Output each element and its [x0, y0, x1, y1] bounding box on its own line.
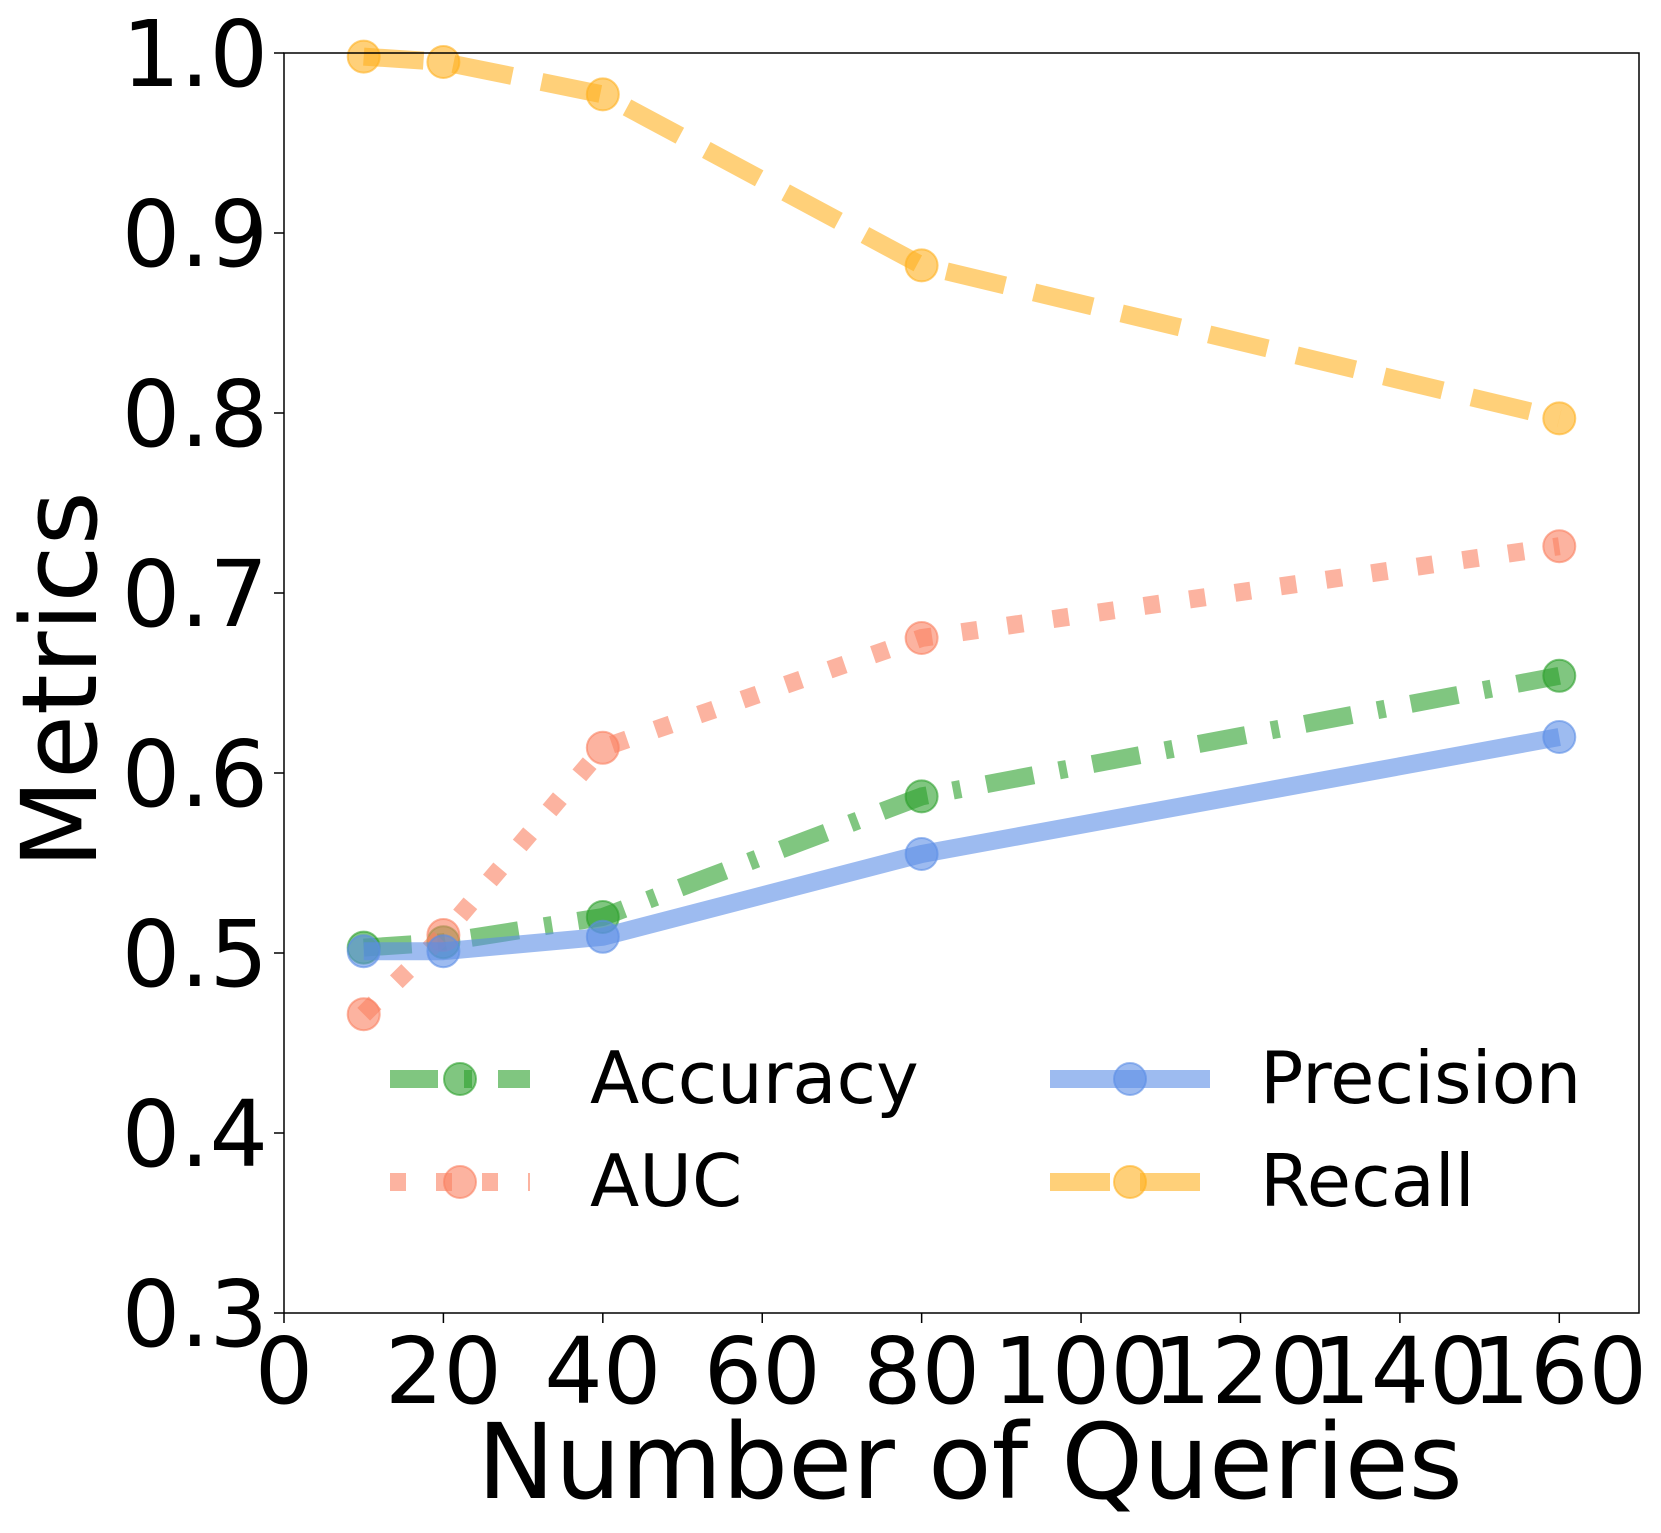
legend-label-auc: AUC: [590, 1139, 742, 1223]
data-point-recall: [904, 248, 939, 283]
x-axis-title: Number of Queries: [477, 1401, 1463, 1523]
plot-background: [284, 53, 1639, 1313]
data-point-auc: [346, 997, 381, 1032]
y-tick-label: 0.9: [122, 181, 268, 288]
legend-entry-recall: Recall: [1050, 1139, 1475, 1223]
legend-marker-accuracy: [443, 1062, 477, 1096]
data-point-recall: [346, 39, 381, 74]
data-point-precision: [426, 934, 461, 969]
data-point-precision: [904, 837, 939, 871]
x-tick-label: 80: [863, 1318, 980, 1425]
data-point-precision: [346, 934, 381, 969]
x-tick-label: 40: [544, 1318, 661, 1425]
y-axis-title: Metrics: [0, 491, 121, 869]
y-tick-label: 0.7: [122, 541, 268, 648]
y-tick-label: 0.5: [122, 901, 268, 1008]
legend-marker-recall: [1113, 1165, 1147, 1199]
legend-entry-auc: AUC: [390, 1139, 742, 1223]
y-tick-label: 0.4: [122, 1081, 268, 1188]
axes-frame: [283, 52, 1640, 1314]
legend-marker-precision: [1113, 1062, 1147, 1096]
x-tick-label: 120: [1153, 1318, 1329, 1425]
x-tick-label: 140: [1312, 1318, 1488, 1425]
data-point-accuracy: [1542, 658, 1577, 693]
data-point-precision: [1542, 720, 1577, 754]
data-point-auc: [1542, 529, 1577, 564]
y-tick-label: 0.8: [122, 361, 268, 468]
y-tick-label: 1.0: [122, 1, 268, 108]
data-point-accuracy: [904, 779, 939, 814]
data-point-recall: [585, 77, 620, 112]
data-point-recall: [1542, 401, 1577, 436]
series-precision: [346, 720, 1577, 969]
legend-label-accuracy: Accuracy: [590, 1036, 919, 1120]
x-tick-label: 60: [704, 1318, 821, 1425]
x-tick-label: 0: [255, 1318, 314, 1425]
y-tick-label: 0.3: [122, 1261, 268, 1368]
legend-entry-accuracy: Accuracy: [390, 1036, 919, 1120]
data-point-precision: [585, 919, 620, 954]
y-tick-label: 0.6: [122, 721, 268, 828]
x-tick-label: 20: [385, 1318, 502, 1425]
series-layer: [346, 39, 1577, 1032]
plot-area: [284, 53, 1639, 1313]
x-tick-label: 100: [993, 1318, 1169, 1425]
legend-marker-auc: [443, 1165, 477, 1199]
series-line-recall: [363, 47, 1562, 428]
data-point-auc: [585, 730, 620, 765]
legend-label-recall: Recall: [1260, 1139, 1475, 1223]
data-point-auc: [904, 621, 939, 655]
x-tick-label: 160: [1471, 1318, 1647, 1425]
legend-label-precision: Precision: [1260, 1036, 1581, 1120]
data-point-recall: [426, 45, 461, 79]
legend-entry-precision: Precision: [1050, 1036, 1581, 1120]
legend: Accuracy AUC Precision Recall: [390, 1036, 1581, 1223]
series-recall: [346, 39, 1577, 436]
